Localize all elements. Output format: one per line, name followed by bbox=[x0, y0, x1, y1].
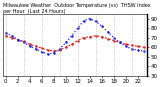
Text: Milwaukee Weather  Outdoor Temperature (vs)  THSW Index  per Hour  (Last 24 Hour: Milwaukee Weather Outdoor Temperature (v… bbox=[3, 3, 152, 14]
